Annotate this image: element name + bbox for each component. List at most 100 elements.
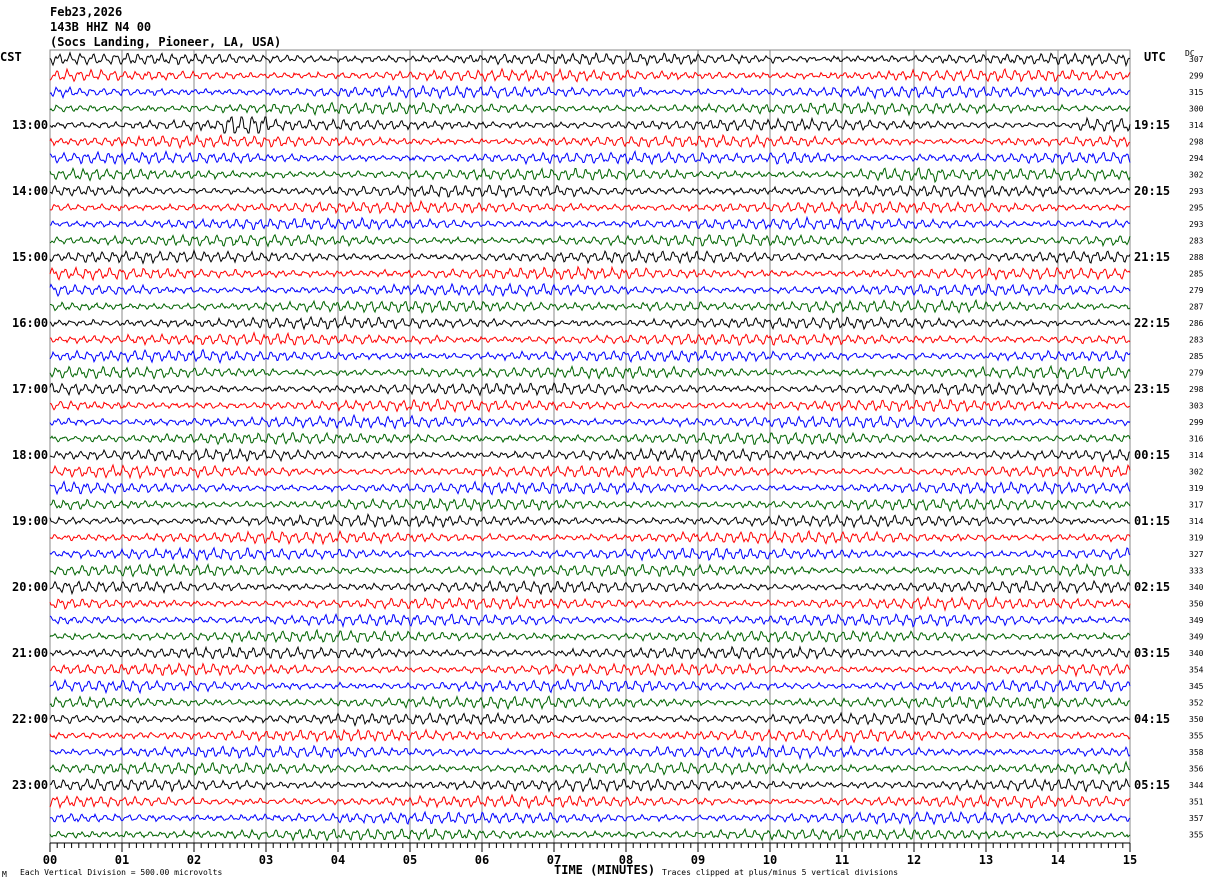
dc-offset-value: 356 [1189, 765, 1204, 774]
utc-hour-label: 23:15 [1134, 382, 1170, 396]
x-tick-label: 03 [259, 853, 273, 867]
cst-hour-label: 22:00 [12, 712, 48, 726]
dc-offset-value: 340 [1189, 583, 1204, 592]
dc-offset-value: 283 [1189, 237, 1204, 246]
cst-hour-label: 16:00 [12, 316, 48, 330]
dc-offset-value: 350 [1189, 715, 1204, 724]
clip-note: Traces clipped at plus/minus 5 vertical … [662, 868, 898, 877]
seismic-trace [49, 645, 1131, 660]
dc-offset-value: 314 [1189, 121, 1204, 130]
right-timezone-label: UTC [1144, 50, 1166, 64]
date-title: Feb23,2026 [50, 5, 122, 19]
dc-offset-value: 349 [1189, 616, 1204, 625]
dc-offset-value: 345 [1189, 682, 1204, 691]
x-tick-label: 06 [475, 853, 489, 867]
seismic-trace [49, 760, 1131, 776]
seismic-trace [49, 381, 1131, 397]
seismic-trace [49, 282, 1131, 298]
plot-frame [49, 49, 1131, 844]
dc-offset-value: 349 [1189, 633, 1204, 642]
seismic-trace [49, 413, 1131, 430]
seismic-trace [49, 579, 1131, 596]
seismic-trace [49, 167, 1131, 184]
dc-offset-value: 299 [1189, 418, 1204, 427]
seismic-trace [49, 695, 1130, 711]
seismic-trace [49, 728, 1131, 744]
utc-hour-label: 04:15 [1134, 712, 1170, 726]
seismic-trace [49, 546, 1131, 562]
seismic-trace [49, 149, 1131, 166]
dc-offset-value: 307 [1189, 55, 1204, 64]
dc-offset-value: 300 [1189, 105, 1204, 114]
x-tick-label: 11 [835, 853, 849, 867]
dc-offset-value: 293 [1189, 187, 1204, 196]
dc-offset-value: 288 [1189, 253, 1204, 262]
dc-offset-value: 302 [1189, 468, 1204, 477]
dc-offset-value: 285 [1189, 270, 1204, 279]
dc-offset-value: 350 [1189, 600, 1204, 609]
cst-hour-label: 14:00 [12, 184, 48, 198]
seismic-trace [49, 431, 1131, 446]
seismic-trace [49, 711, 1131, 727]
seismic-trace [49, 594, 1131, 612]
dc-offset-value: 351 [1189, 798, 1204, 807]
dc-offset-value: 279 [1189, 369, 1204, 378]
dc-offset-value: 279 [1189, 286, 1204, 295]
seismic-trace [49, 529, 1131, 546]
x-tick-label: 13 [979, 853, 993, 867]
cst-hour-label: 17:00 [12, 382, 48, 396]
seismic-trace [49, 662, 1131, 678]
dc-offset-value: 283 [1189, 336, 1204, 345]
seismic-trace [49, 84, 1131, 100]
dc-offset-value: 357 [1189, 814, 1204, 823]
dc-offset-value: 299 [1189, 72, 1204, 81]
seismic-trace [49, 744, 1131, 761]
x-tick-label: 00 [43, 853, 57, 867]
x-tick-label: 12 [907, 853, 921, 867]
dc-offset-value: 319 [1189, 484, 1204, 493]
utc-hour-label: 19:15 [1134, 118, 1170, 132]
seismic-trace [49, 513, 1131, 529]
utc-hour-label: 05:15 [1134, 778, 1170, 792]
x-tick-label: 09 [691, 853, 705, 867]
cst-hour-label: 15:00 [12, 250, 48, 264]
x-tick-label: 10 [763, 853, 777, 867]
x-tick-label: 14 [1051, 853, 1065, 867]
location-title: (Socs Landing, Pioneer, LA, USA) [50, 35, 281, 49]
dc-header: DC [1185, 49, 1195, 58]
seismic-trace [49, 776, 1131, 793]
dc-offset-value: 333 [1189, 567, 1204, 576]
cst-hour-label: 21:00 [12, 646, 48, 660]
x-tick-label: 08 [619, 853, 633, 867]
seismic-trace [49, 215, 1131, 232]
corner-mark: M [2, 870, 7, 879]
seismic-trace [49, 447, 1131, 464]
seismic-trace [49, 101, 1131, 117]
dc-offset-value: 314 [1189, 451, 1204, 460]
dc-offset-value: 298 [1189, 138, 1204, 147]
seismic-trace [49, 348, 1131, 364]
seismic-trace [49, 199, 1131, 215]
seismic-trace [49, 480, 1131, 496]
seismic-trace [49, 184, 1131, 199]
dc-offset-value: 303 [1189, 402, 1204, 411]
seismic-trace [49, 398, 1131, 413]
utc-hour-label: 03:15 [1134, 646, 1170, 660]
seismic-trace [49, 562, 1131, 578]
seismic-trace [49, 115, 1131, 134]
dc-offset-value: 317 [1189, 501, 1204, 510]
seismic-trace [49, 678, 1131, 695]
dc-offset-value: 355 [1189, 732, 1204, 741]
dc-offset-value: 358 [1189, 748, 1204, 757]
dc-offset-value: 287 [1189, 303, 1204, 312]
station-title: 143B HHZ N4 00 [50, 20, 151, 34]
utc-hour-label: 22:15 [1134, 316, 1170, 330]
left-timezone-label: CST [0, 50, 22, 64]
dc-offset-value: 314 [1189, 517, 1204, 526]
dc-offset-value: 302 [1189, 171, 1204, 180]
seismic-trace [49, 364, 1131, 380]
scale-note: Each Vertical Division = 500.00 microvol… [20, 868, 222, 877]
cst-hour-label: 13:00 [12, 118, 48, 132]
x-tick-label: 07 [547, 853, 561, 867]
